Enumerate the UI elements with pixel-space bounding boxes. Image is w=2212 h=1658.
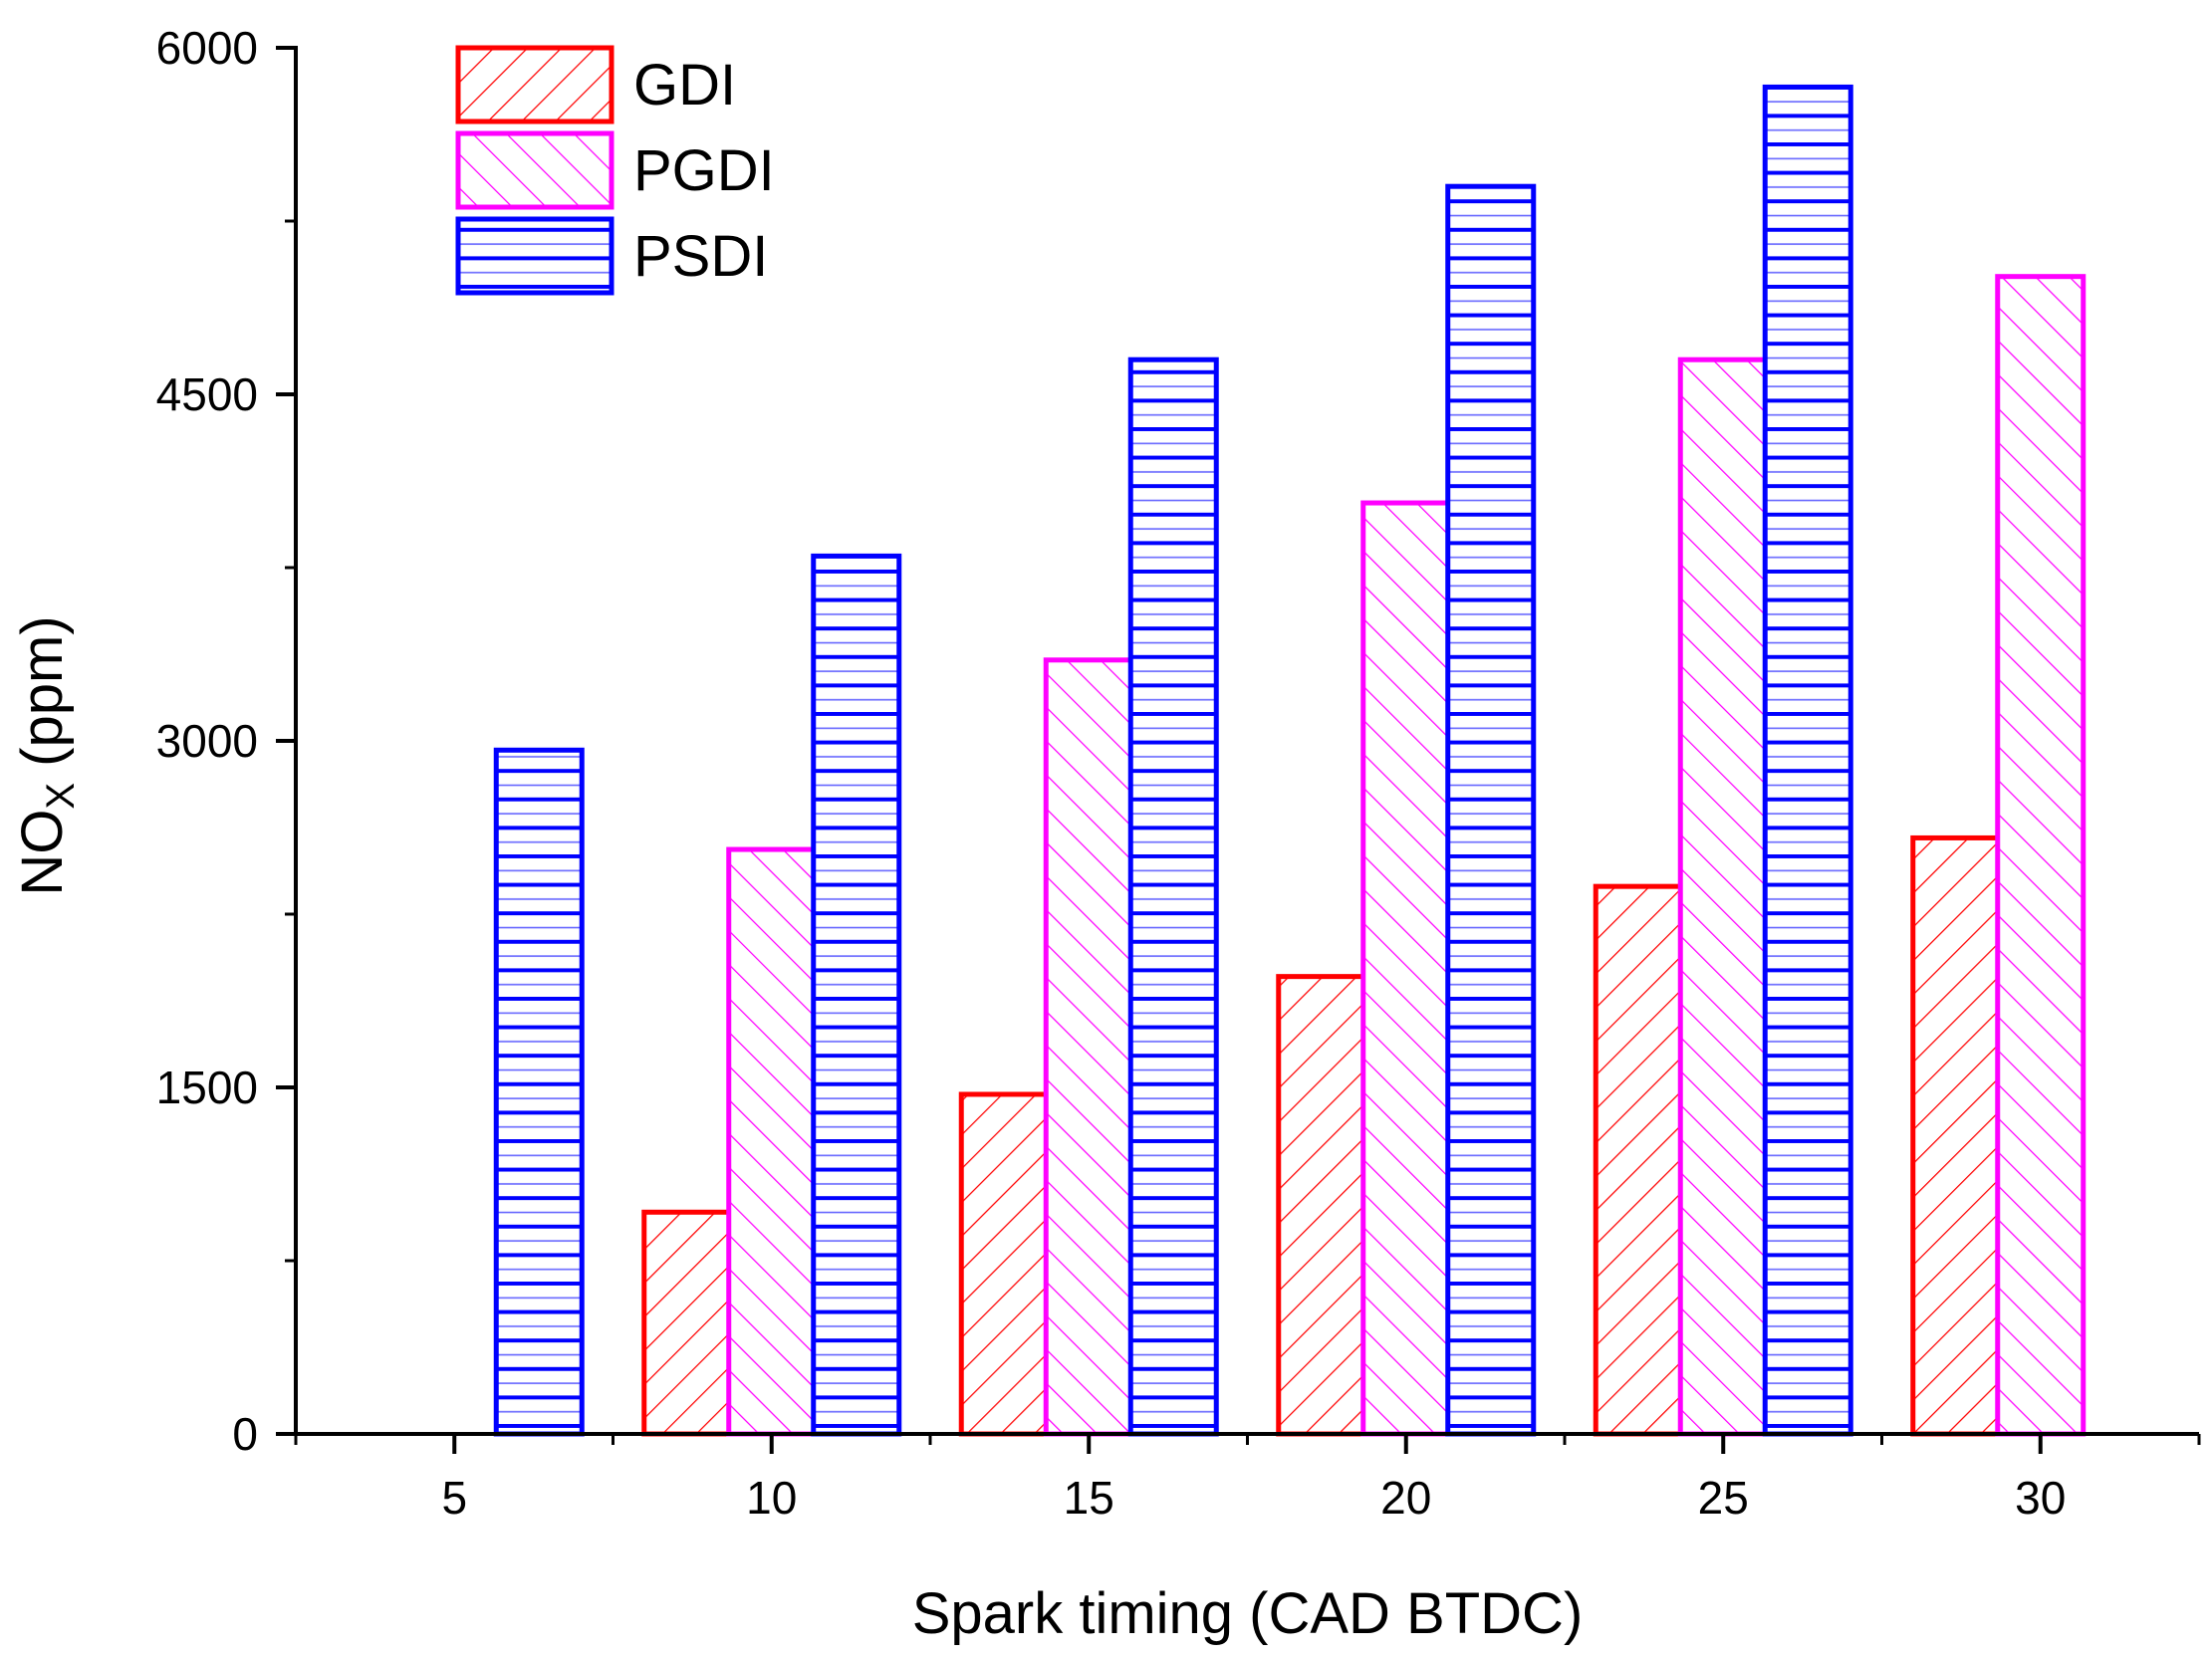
bar-gdi-10 (641, 1209, 733, 1437)
legend-swatch-psdi (455, 216, 614, 296)
bar-gdi-20 (1276, 974, 1367, 1437)
bar-pgdi-15 (1043, 657, 1134, 1437)
bar-pgdi-20 (1360, 500, 1452, 1437)
bar-pgdi-30 (1995, 274, 2087, 1437)
legend-label-psdi: PSDI (633, 224, 768, 289)
y-axis-title-subscript: X (39, 783, 83, 810)
legend-label-gdi: GDI (633, 53, 736, 118)
legend-swatch-pgdi (455, 130, 614, 210)
y-tick-label: 3000 (156, 715, 258, 767)
bar-psdi-15 (1127, 356, 1219, 1437)
legend-swatch-gdi (455, 45, 614, 124)
bar-pgdi-25 (1677, 356, 1769, 1437)
bars-layer (493, 84, 2087, 1437)
ticks: 0 1500 3000 4500 6000 5 10 15 20 25 30 (156, 22, 2201, 1524)
x-tick-label: 5 (441, 1472, 467, 1524)
x-tick-label: 10 (746, 1472, 797, 1524)
y-axis-title: NOX (ppm) (10, 615, 83, 895)
bar-psdi-20 (1445, 183, 1537, 1437)
bar-psdi-10 (811, 553, 902, 1437)
legend-label-pgdi: PGDI (633, 138, 775, 203)
x-tick-label: 30 (2015, 1472, 2066, 1524)
bar-pgdi-10 (726, 846, 818, 1437)
bar-gdi-25 (1593, 883, 1684, 1437)
y-tick-label: 0 (232, 1408, 258, 1460)
bar-psdi-5 (493, 747, 585, 1437)
y-tick-label: 6000 (156, 22, 258, 74)
x-axis-title: Spark timing (CAD BTDC) (912, 1581, 1584, 1646)
y-axis-title-main: NO (10, 810, 75, 896)
x-tick-label: 25 (1698, 1472, 1749, 1524)
x-tick-label: 20 (1380, 1472, 1431, 1524)
bar-psdi-25 (1762, 84, 1853, 1437)
y-tick-label: 1500 (156, 1062, 258, 1113)
bar-gdi-30 (1910, 834, 2002, 1437)
x-tick-label: 15 (1064, 1472, 1114, 1524)
bar-gdi-15 (958, 1091, 1050, 1437)
y-axis-title-suffix: (ppm) (10, 615, 75, 783)
legend: GDI PGDI PSDI (455, 45, 775, 296)
y-tick-label: 4500 (156, 368, 258, 420)
